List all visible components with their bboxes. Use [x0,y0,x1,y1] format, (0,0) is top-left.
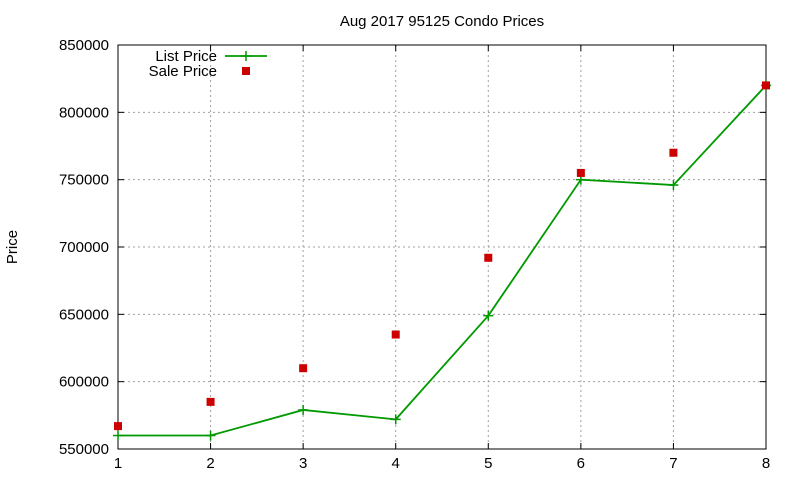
data-point-sale-price [299,364,308,373]
data-point-list-price [483,310,494,321]
y-tick-label: 600000 [59,374,109,391]
series [113,80,771,441]
data-point-sale-price [206,397,215,406]
x-tick-label: 1 [114,455,122,472]
data-point-list-price [298,404,309,415]
x-tick-label: 4 [392,455,400,472]
data-point-sale-price [669,148,678,157]
x-tick-label: 7 [669,455,677,472]
legend-label: Sale Price [149,63,217,80]
legend-marker [242,67,250,75]
legend-marker [241,51,251,61]
data-point-sale-price [391,330,400,339]
data-point-list-price [668,180,679,191]
data-point-sale-price [484,253,493,262]
data-point-list-price [390,414,401,425]
y-tick-label: 700000 [59,239,109,256]
x-tick-label: 3 [299,455,307,472]
grid [118,45,766,449]
data-point-sale-price [576,168,585,177]
legend-label: List Price [155,48,217,65]
y-tick-label: 850000 [59,37,109,54]
y-tick-label: 750000 [59,172,109,189]
x-tick-label: 8 [762,455,770,472]
y-tick-label: 650000 [59,306,109,323]
data-point-list-price [205,430,216,441]
x-tick-label: 2 [206,455,214,472]
y-tick-label: 550000 [59,441,109,458]
data-point-sale-price [762,81,770,90]
x-tick-label: 6 [577,455,585,472]
data-point-sale-price [114,422,122,431]
series-line-list-price [118,84,767,437]
y-axis-label: Price [4,230,21,264]
ticks: 550000 600000 650000 700000 750000 800000 8500… [59,37,770,472]
x-tick-label: 5 [484,455,492,472]
y-tick-label: 800000 [59,104,109,121]
data-point-list-price [113,430,123,441]
chart-title: Aug 2017 95125 Condo Prices [340,13,544,30]
